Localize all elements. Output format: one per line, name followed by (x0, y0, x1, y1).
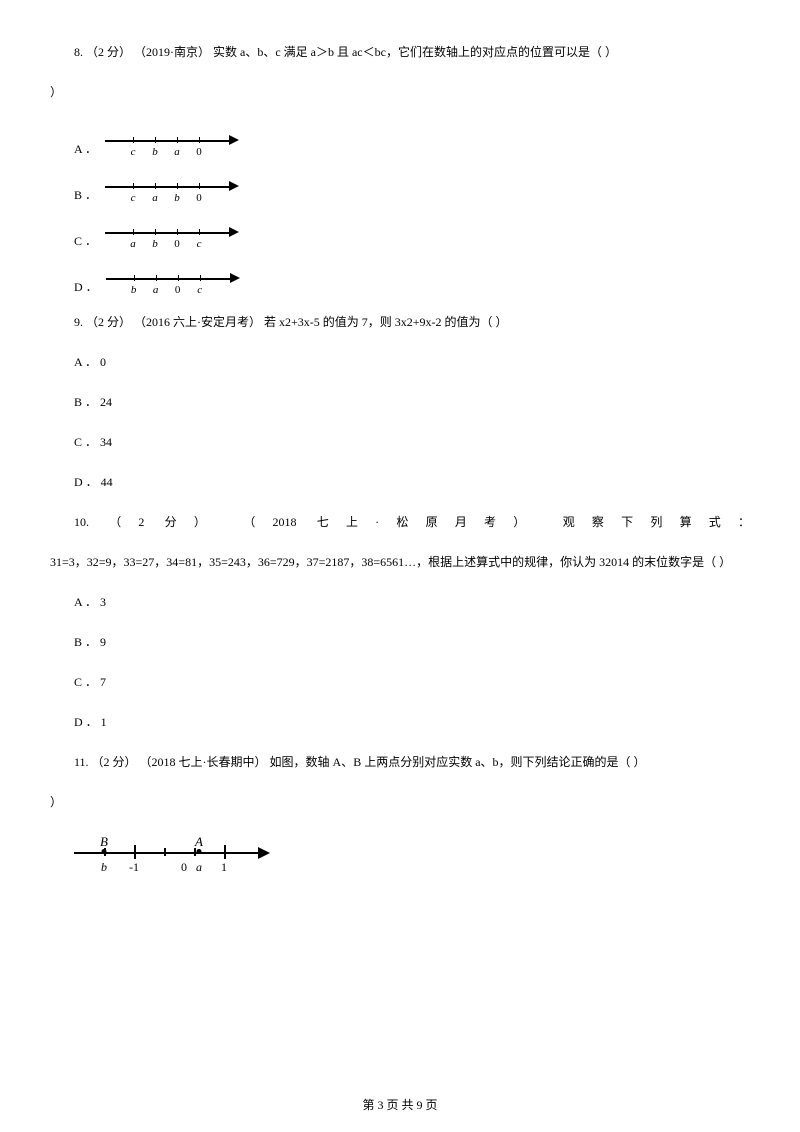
q10-option-b[interactable]: B ． 9 (50, 630, 750, 654)
q8-option-a[interactable]: A ． c b a 0 (74, 126, 750, 158)
page-footer: 第 3 页 共 9 页 (0, 1096, 800, 1114)
q11-stem-close: ） (50, 790, 750, 814)
option-label: D ． (74, 278, 98, 296)
q9-option-b[interactable]: B ． 24 (50, 390, 750, 414)
q10-option-a[interactable]: A ． 3 (50, 590, 750, 614)
q9-option-c[interactable]: C ． 34 (50, 430, 750, 454)
q8-stem: 8. （2 分） （2019·南京） 实数 a、b、c 满足 a＞b 且 ac＜… (50, 40, 750, 64)
q9-stem: 9. （2 分） （2016 六上·安定月考） 若 x2+3x-5 的值为 7，… (50, 310, 750, 334)
option-label: C ． (74, 232, 97, 250)
q9-option-d[interactable]: D ． 44 (50, 470, 750, 494)
q8-option-d[interactable]: D ． b a 0 c (74, 264, 750, 296)
number-line-b: c a b 0 (105, 172, 245, 204)
q9-option-a[interactable]: A ． 0 (50, 350, 750, 374)
q10-option-c[interactable]: C ． 7 (50, 670, 750, 694)
q10-option-d[interactable]: D ． 1 (50, 710, 750, 734)
option-label: B ． (74, 186, 97, 204)
q10-head: 10. （2 分） （2018 七上·松原月考） 观察下列算式： (50, 510, 750, 534)
q11-figure: B A b -1 0 a 1 (74, 830, 274, 874)
number-line-c: a b 0 c (105, 218, 245, 250)
number-line-a: c b a 0 (105, 126, 245, 158)
q10-body: 31=3，32=9，33=27，34=81，35=243，36=729，37=2… (50, 550, 750, 574)
q8-stem-close: ） (50, 80, 750, 104)
q8-option-b[interactable]: B ． c a b 0 (74, 172, 750, 204)
number-line-d: b a 0 c (106, 264, 246, 296)
q11-stem: 11. （2 分） （2018 七上·长春期中） 如图，数轴 A、B 上两点分别… (50, 750, 750, 774)
option-label: A ． (74, 140, 97, 158)
q8-option-c[interactable]: C ． a b 0 c (74, 218, 750, 250)
